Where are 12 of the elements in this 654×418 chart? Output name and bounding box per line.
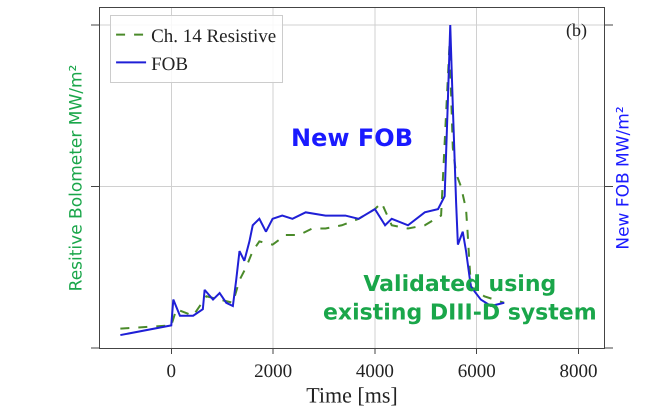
legend-label: FOB — [151, 54, 188, 75]
annotation: New FOB — [291, 124, 413, 152]
x-tick-label: 6000 — [458, 360, 496, 382]
x-tick-label: 4000 — [356, 360, 394, 382]
x-tick-label: 2000 — [254, 360, 292, 382]
x-axis-title: Time [ms] — [306, 382, 398, 408]
x-tick-label: 8000 — [560, 360, 598, 382]
legend-label: Ch. 14 Resistive — [151, 26, 276, 48]
annotation: (b) — [566, 20, 587, 40]
x-tick-label: 0 — [166, 360, 176, 382]
y-axis-title: Resitive Bolometer MW/m² — [66, 64, 87, 292]
y2-axis-title: New FOB MW/m² — [613, 106, 634, 250]
